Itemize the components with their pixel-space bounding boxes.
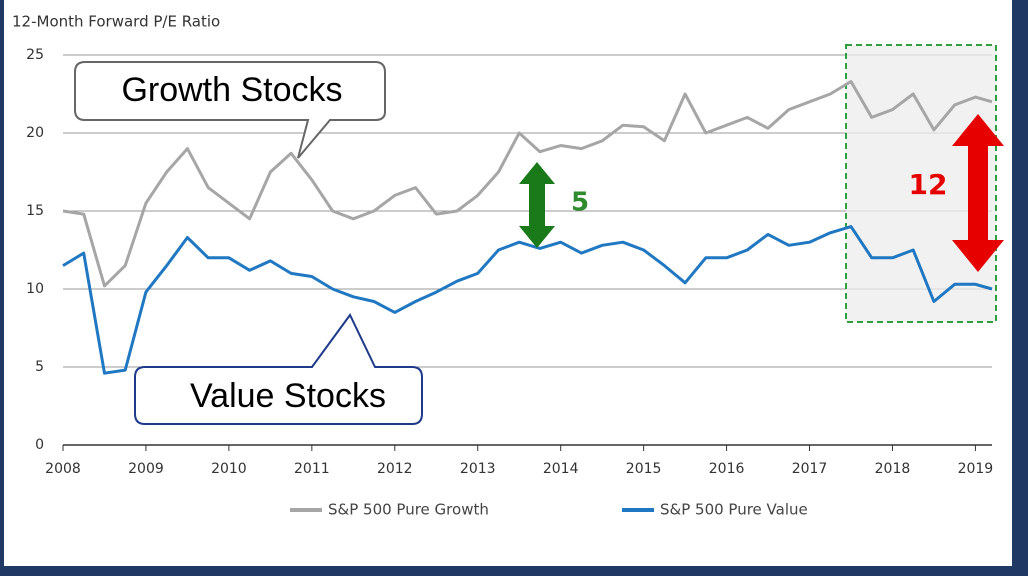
x-tick-label: 2014 [543, 461, 579, 477]
x-tick-label: 2018 [875, 461, 911, 477]
x-tick-label: 2017 [792, 461, 828, 477]
x-tick-label: 2009 [128, 461, 164, 477]
series-line [62, 80, 993, 288]
x-tick-label: 2010 [211, 461, 247, 477]
y-axis-label: 12-Month Forward P/E Ratio [12, 13, 220, 31]
frame-edge [1012, 0, 1028, 576]
annotation: 5 [571, 188, 589, 218]
legend-label: S&P 500 Pure Growth [328, 501, 489, 519]
annotation: Growth Stocks [121, 71, 342, 109]
legend: S&P 500 Pure Growth S&P 500 Pure Value [290, 501, 808, 519]
y-tick-label: 5 [35, 359, 44, 375]
frame-edge [0, 566, 1028, 576]
frame-edge [0, 0, 4, 576]
y-tick-label: 0 [35, 437, 44, 453]
gap-arrow [519, 162, 555, 248]
x-tick-label: 2011 [294, 461, 330, 477]
series-line [62, 225, 993, 375]
y-tick-label: 25 [26, 47, 44, 63]
series-lines [62, 80, 993, 375]
annotation: Value Stocks [190, 377, 386, 415]
y-tick-label: 10 [26, 281, 44, 297]
y-tick-label: 20 [26, 125, 44, 141]
growth-callout [74, 61, 386, 159]
legend-label: S&P 500 Pure Value [660, 501, 808, 519]
gap-arrow [952, 114, 1004, 272]
x-tick-label: 2015 [626, 461, 662, 477]
grid: 0 5 10 15 20 25 2008 2009 2010 2011 2012 2013 2014 20… [26, 47, 993, 477]
x-tick-label: 2013 [460, 461, 496, 477]
y-tick-label: 15 [26, 203, 44, 219]
x-tick-label: 2012 [377, 461, 413, 477]
annotation: 12 [909, 168, 948, 201]
x-tick-label: 2016 [709, 461, 745, 477]
x-tick-label: 2008 [45, 461, 81, 477]
x-tick-label: 2019 [958, 461, 994, 477]
value-callout [134, 313, 423, 425]
